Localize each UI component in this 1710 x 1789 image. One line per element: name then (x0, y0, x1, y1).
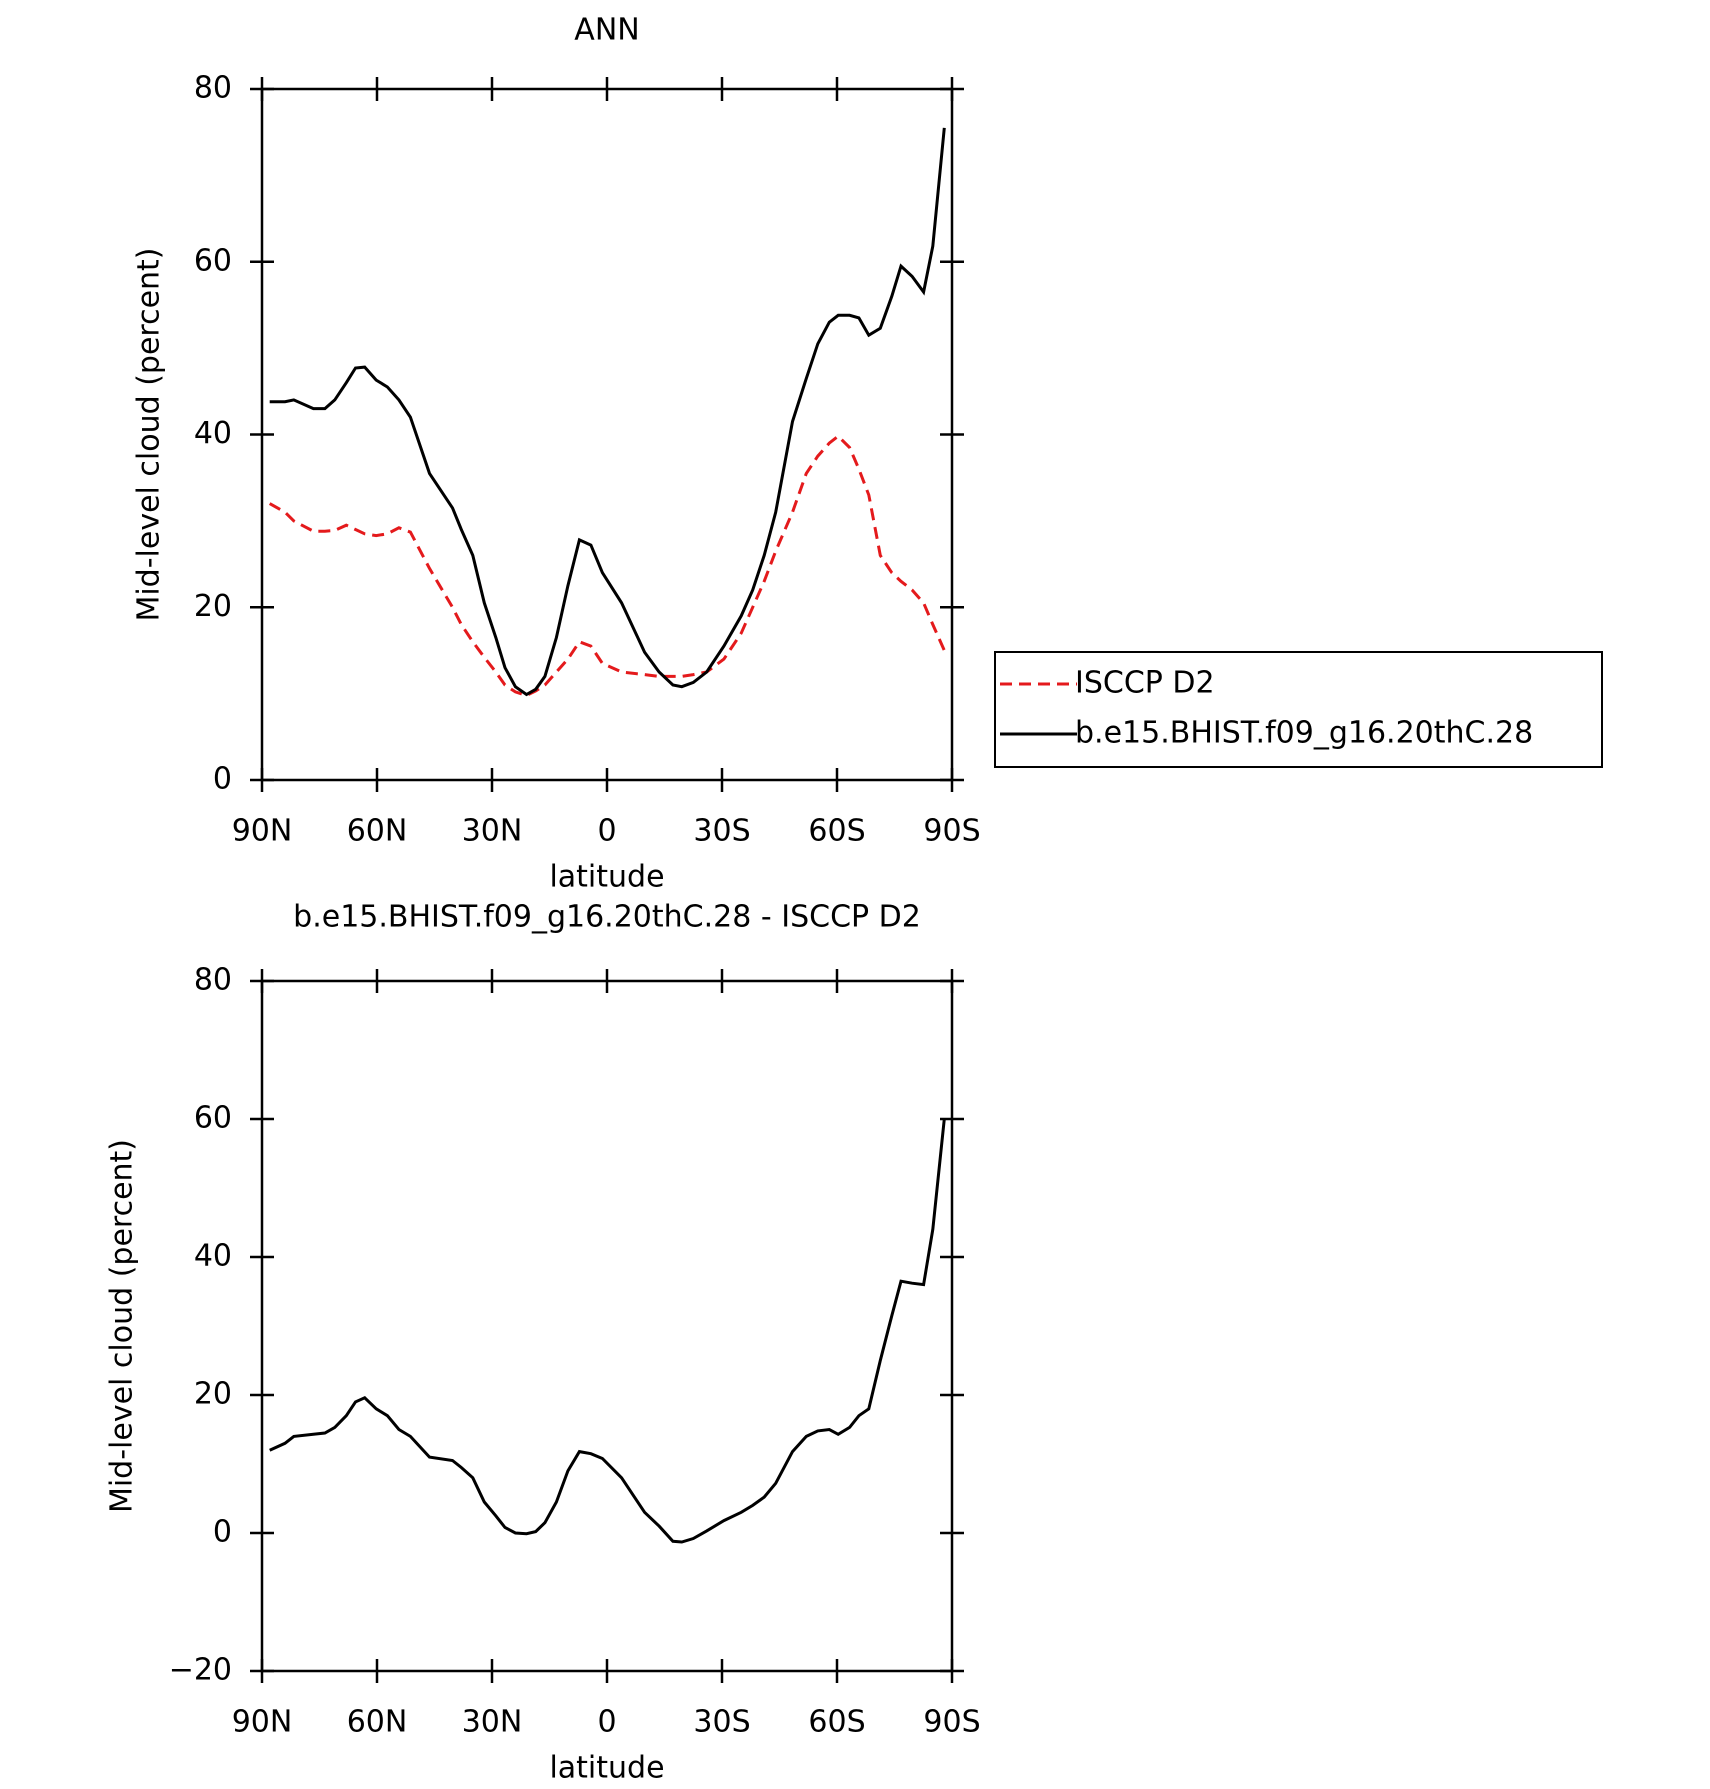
x-axis-label: latitude (549, 860, 664, 895)
y-tick-label: 20 (194, 1377, 232, 1412)
x-tick-label: 60N (347, 814, 408, 849)
x-tick-label: 60S (808, 814, 865, 849)
series-line (269, 127, 946, 697)
y-tick-label: 60 (194, 243, 232, 278)
y-tick-label: 80 (194, 963, 232, 998)
x-tick-label: 0 (597, 1705, 616, 1740)
y-tick-label: 0 (213, 762, 232, 797)
y-axis-label: Mid-level cloud (percent) (132, 247, 167, 621)
x-tick-label: 90S (923, 814, 980, 849)
x-tick-label: 30S (693, 1705, 750, 1740)
plot-frame (260, 979, 954, 1673)
y-axis-label: Mid-level cloud (percent) (105, 1139, 140, 1513)
chart-title: ANN (574, 13, 639, 48)
legend-label: b.e15.BHIST.f09_g16.20thC.28 (1075, 716, 1533, 751)
x-tick-label: 90S (923, 1705, 980, 1740)
y-tick-label: 20 (194, 589, 232, 624)
x-tick-label: 60N (347, 1705, 408, 1740)
y-tick-label: 0 (213, 1515, 232, 1550)
x-tick-label: 0 (597, 814, 616, 849)
y-tick-label: 40 (194, 416, 232, 451)
x-tick-label: 90N (232, 814, 293, 849)
x-axis-label: latitude (549, 1751, 664, 1786)
series-line (268, 434, 946, 698)
y-tick-label: 40 (194, 1239, 232, 1274)
y-tick-label: 80 (194, 71, 232, 106)
series-line (269, 1118, 946, 1544)
legend-label: ISCCP D2 (1075, 666, 1215, 701)
x-tick-label: 30N (462, 1705, 523, 1740)
y-tick-label: 60 (194, 1101, 232, 1136)
plot-frame (260, 87, 954, 782)
x-tick-label: 30N (462, 814, 523, 849)
legend-box (994, 651, 1603, 768)
chart-title: b.e15.BHIST.f09_g16.20thC.28 - ISCCP D2 (293, 900, 921, 935)
x-tick-label: 30S (693, 814, 750, 849)
x-tick-label: 60S (808, 1705, 865, 1740)
y-tick-label: −20 (169, 1653, 232, 1688)
x-tick-label: 90N (232, 1705, 293, 1740)
